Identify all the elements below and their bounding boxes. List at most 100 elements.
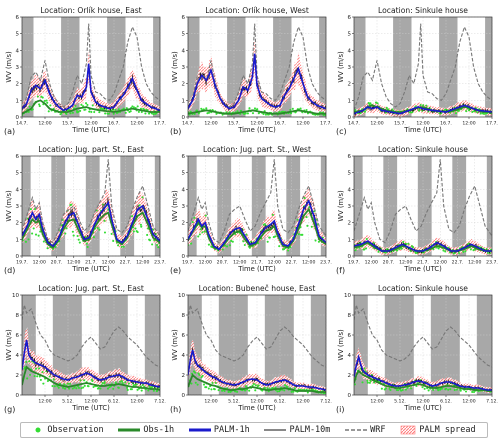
panel: Location: Jug. part. St., West 0 1 2 3 4 5 6 19.… [170,145,332,275]
observation-point [130,388,133,391]
x-tick-label: 17.7. [486,121,498,127]
observation-point [197,235,200,238]
observation-point [88,110,91,113]
observation-point [41,96,44,99]
y-tick-label: 8 [348,313,352,319]
observation-point [82,386,85,389]
plot-area [354,23,492,117]
panel-letter: (h) [170,405,181,414]
observation-point [125,107,128,110]
observation-point [227,390,230,394]
panel-letter: (f) [336,266,345,275]
observation-point [83,384,86,387]
legend-item-observation: Observation [32,425,104,435]
observation-point [141,383,144,387]
observation-point [454,112,458,115]
observation-point [86,103,89,106]
observation-point [122,107,125,110]
y-tick-label: 1 [348,98,352,104]
observation-point [407,242,410,245]
wrf-line [188,23,326,111]
observation-point [79,109,82,112]
observation-point [131,105,134,108]
palm-10m-line-icon [264,429,287,431]
panel-title: Location: Orlík house, West [205,6,309,15]
observation-point [140,110,143,114]
observation-point [148,239,152,242]
observation-point [110,232,113,235]
observation-marker-icon [35,427,41,433]
y-tick-label: 10 [178,293,185,299]
x-tick-label: 6.12. [274,399,286,405]
observation-point [194,371,197,374]
observation-point [134,227,137,230]
observation-point [440,387,443,390]
x-tick-label: 12:00 [38,121,51,127]
observation-point [445,387,448,390]
panel-title: Location: Bubeneč house, East [199,284,316,293]
night-band [310,295,326,395]
observation-point [274,235,277,238]
observation-point [46,379,49,383]
observation-point [77,238,80,241]
x-tick-label: 12:00 [296,121,309,127]
obs-1h-line [188,373,326,393]
observation-point [46,101,49,104]
y-tick-label: 0 [348,254,352,260]
y-tick-label: 6 [182,333,186,339]
observation-point [37,234,40,237]
observation-point [242,240,245,243]
observation-point [39,378,42,381]
observation-point [117,244,120,247]
observation-point [283,389,286,392]
observation-point [305,108,308,112]
observation-point [46,247,49,250]
observation-point [103,380,106,384]
x-tick-label: 7.12. [486,399,498,405]
x-tick-label: 12:00 [204,121,217,127]
observation-point [132,106,136,109]
wrf-line [22,159,160,244]
observation-point [77,110,80,113]
observation-point [112,112,115,115]
observation-point [76,234,79,238]
observation-point [217,389,220,392]
plot-area [22,23,160,116]
observation-point [376,102,379,105]
palm-spread-patch-icon [400,425,416,435]
observation-point [228,244,231,247]
observation-point [69,382,72,385]
x-tick-label: 12:00 [199,260,212,266]
observation-point [301,233,304,236]
observation-point [127,382,130,385]
y-tick-label: 2 [182,221,186,227]
observation-point [63,383,66,386]
observation-point [199,228,202,231]
observation-point [410,387,413,390]
legend-label: PALM spread [419,425,476,435]
observation-point [83,379,86,382]
observation-point [447,388,450,391]
y-tick-label: 3 [348,204,352,210]
observation-point [22,239,24,242]
observation-point [36,375,39,378]
observation-point [28,105,31,108]
x-tick-label: 12:00 [302,260,315,266]
palm-spread-band [188,40,326,114]
wrf-line [354,159,492,244]
x-tick-label: 12:00 [468,260,481,266]
palm-1h-line [22,200,160,248]
plot-area [22,304,160,393]
observation-point [266,240,269,243]
x-tick-label: 5.12. [62,399,74,405]
observation-point [60,224,63,227]
x-tick-label: 12:00 [416,121,429,127]
y-tick-label: 8 [182,313,186,319]
plot-area [354,304,492,394]
night-band [354,17,366,117]
legend-label: Obs-1h [143,425,175,435]
wrf-line-icon [345,429,368,431]
palm-spread-band [188,185,326,254]
panel: Location: Sinkule house 0 1 2 3 4 5 6 14.7. 12:00… [336,6,498,136]
